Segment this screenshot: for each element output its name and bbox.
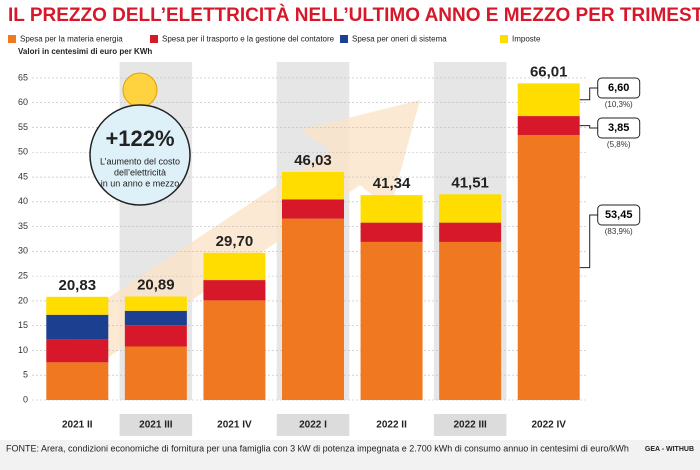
bar-segment <box>203 300 266 400</box>
legend-label: Spesa per oneri di sistema <box>352 35 447 44</box>
category-shade <box>119 414 193 436</box>
y-tick-label: 30 <box>18 246 28 256</box>
total-label: 20,89 <box>137 276 175 293</box>
bar-segment <box>46 339 109 363</box>
highlight-text: in un anno e mezzo <box>101 178 180 188</box>
total-label: 20,83 <box>59 277 97 294</box>
callout-leader <box>579 214 598 269</box>
callout-value: 3,85 <box>608 122 629 134</box>
bar-segment <box>360 195 423 223</box>
bar-segment <box>439 194 502 223</box>
x-tick-label: 2022 III <box>453 420 487 431</box>
bar-segment <box>282 218 344 400</box>
highlight-circle <box>89 104 191 206</box>
bar-segment <box>124 296 187 311</box>
legend-label: Spesa per la materia energia <box>20 35 123 44</box>
bar-segment <box>124 325 187 347</box>
subtitle: Valori in centesimi di euro per KWh <box>18 47 152 56</box>
credit: GEA - WITHUB <box>645 446 694 453</box>
x-tick-label: 2021 III <box>139 420 173 431</box>
bar-segment <box>46 362 109 400</box>
bar-segment <box>360 222 423 242</box>
x-tick-label: 2022 IV <box>531 420 566 431</box>
y-tick-label: 40 <box>18 196 28 206</box>
callout-share: (5,8%) <box>607 140 631 149</box>
total-label: 66,01 <box>530 63 568 80</box>
legend-swatch <box>340 35 348 43</box>
y-tick-label: 20 <box>18 295 28 305</box>
total-label: 46,03 <box>294 152 332 169</box>
bar-segment <box>439 241 502 400</box>
y-tick-label: 55 <box>18 122 28 132</box>
y-tick-label: 5 <box>23 370 28 380</box>
highlight-text: L’aumento del costo <box>100 156 180 166</box>
bar-segment <box>517 116 580 136</box>
total-label: 29,70 <box>216 233 254 250</box>
category-shade <box>276 414 350 436</box>
bar-segment <box>203 252 266 281</box>
bar-segment <box>517 83 580 117</box>
y-tick-label: 60 <box>18 97 28 107</box>
callout-box <box>597 77 641 99</box>
bar-segment <box>517 135 580 400</box>
x-tick-label: 2021 IV <box>217 420 252 431</box>
x-tick-label: 2022 II <box>376 420 407 431</box>
callout-box <box>597 117 641 139</box>
legend-swatch <box>8 35 16 43</box>
total-label: 41,34 <box>373 175 411 192</box>
callout-value: 6,60 <box>608 82 629 94</box>
source: FONTE: Arera, condizioni economiche di f… <box>6 443 629 453</box>
callout-value: 53,45 <box>605 209 633 221</box>
y-tick-label: 15 <box>18 320 28 330</box>
bar-segment <box>203 280 266 301</box>
category-shade <box>433 414 507 436</box>
bar-segment <box>46 296 109 315</box>
chart-title: IL PREZZO DELL’ELETTRICITÀ NELL’ULTIMO A… <box>8 4 700 26</box>
total-label: 41,51 <box>451 174 489 191</box>
callout-share: (10,3%) <box>605 100 633 109</box>
bar-segment <box>360 241 423 400</box>
bar-segment <box>46 314 109 340</box>
x-tick-label: 2022 I <box>299 420 327 431</box>
y-tick-label: 25 <box>18 270 28 280</box>
bar-segment <box>282 199 344 219</box>
y-tick-label: 0 <box>23 394 28 404</box>
y-tick-label: 65 <box>18 72 28 82</box>
footer-band <box>0 440 700 470</box>
legend-label: Imposte <box>512 35 541 44</box>
y-tick-label: 10 <box>18 345 28 355</box>
plot: 0 5 10 15 20 25 30 35 40 45 50 55 60 65 20,83 2021 II 20… <box>18 63 641 431</box>
highlight-text: dell’elettricità <box>114 167 166 177</box>
bar-segment <box>124 310 187 326</box>
x-tick-label: 2021 II <box>62 420 93 431</box>
bar-segment <box>439 222 502 242</box>
callout-leader <box>579 87 598 101</box>
callout-leader <box>579 125 598 129</box>
legend-swatch <box>150 35 158 43</box>
bulb <box>122 72 158 108</box>
highlight-value: +122% <box>105 126 174 151</box>
legend-label: Spesa per il trasporto e la gestione del… <box>162 35 335 44</box>
y-tick-label: 45 <box>18 171 28 181</box>
callout-share: (83,9%) <box>605 227 633 236</box>
bar-segment <box>124 346 187 400</box>
legend-swatch <box>500 35 508 43</box>
y-tick-label: 35 <box>18 221 28 231</box>
bar-segment <box>282 171 344 200</box>
callout-box <box>597 204 641 226</box>
y-tick-label: 50 <box>18 147 28 157</box>
